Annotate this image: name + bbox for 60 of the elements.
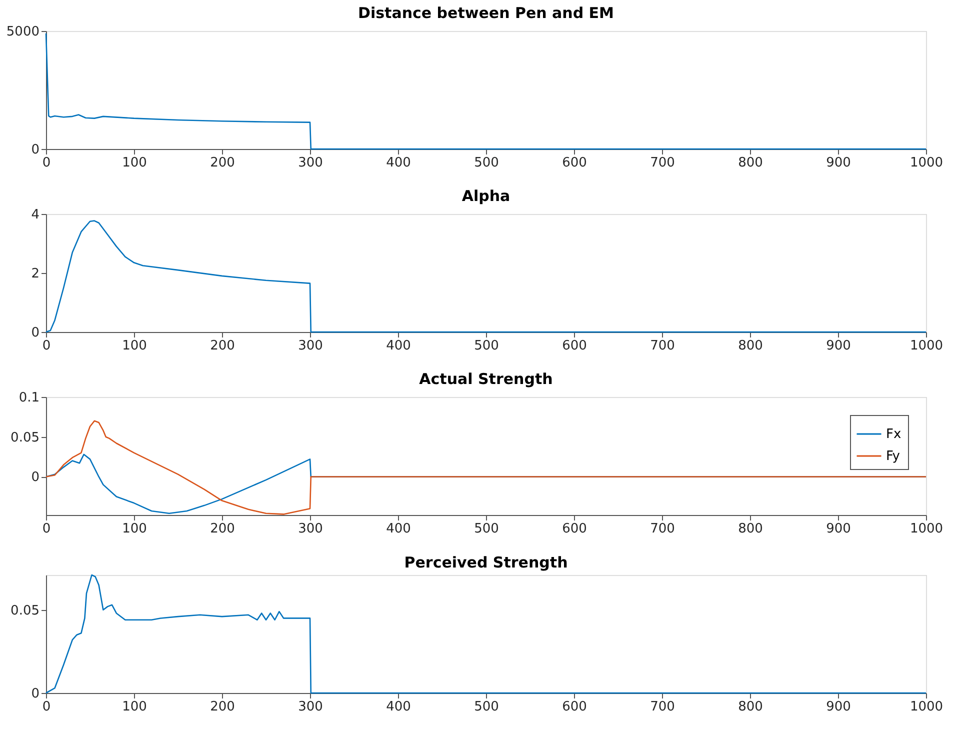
x-tick-label: 400 <box>386 522 411 536</box>
x-tick-label: 0 <box>42 338 51 354</box>
x-tick-label: 1000 <box>910 156 944 170</box>
y-tick-label: 5000 <box>6 24 40 40</box>
x-tick-label: 100 <box>122 700 147 714</box>
x-tick-label: 800 <box>738 338 763 354</box>
x-tick-label: 200 <box>210 700 235 714</box>
x-tick-label: 600 <box>562 338 587 354</box>
x-tick-label: 300 <box>298 700 323 714</box>
x-tick-label: 800 <box>738 700 763 714</box>
x-tick-label: 300 <box>298 338 323 354</box>
x-tick-label: 700 <box>650 700 675 714</box>
x-tick-label: 400 <box>386 338 411 354</box>
legend-label: Fx <box>886 427 902 442</box>
chart-title: Distance between Pen and EM <box>358 4 614 22</box>
legend-label: Fy <box>886 449 900 464</box>
x-tick-label: 900 <box>826 338 851 354</box>
y-tick-label: 2 <box>31 266 40 282</box>
x-tick-label: 1000 <box>910 700 944 714</box>
y-tick-label: 0 <box>31 470 40 486</box>
x-tick-label: 100 <box>122 522 147 536</box>
y-tick-label: 0 <box>31 686 40 702</box>
x-tick-label: 1000 <box>910 522 944 536</box>
x-tick-label: 400 <box>386 156 411 170</box>
x-tick-label: 700 <box>650 522 675 536</box>
x-tick-label: 0 <box>42 700 51 714</box>
x-tick-label: 500 <box>474 522 499 536</box>
x-tick-label: 300 <box>298 522 323 536</box>
y-tick-label: 0.05 <box>10 603 40 618</box>
y-tick-label: 0 <box>31 142 40 158</box>
x-tick-label: 900 <box>826 522 851 536</box>
x-tick-label: 400 <box>386 700 411 714</box>
x-tick-label: 800 <box>738 156 763 170</box>
x-tick-label: 600 <box>562 156 587 170</box>
x-tick-label: 0 <box>42 522 51 536</box>
x-tick-label: 500 <box>474 338 499 354</box>
x-tick-label: 900 <box>826 700 851 714</box>
chart-title: Perceived Strength <box>404 553 568 572</box>
x-tick-label: 700 <box>650 338 675 354</box>
x-tick-label: 200 <box>210 522 235 536</box>
x-tick-label: 1000 <box>910 338 944 354</box>
y-tick-label: 0 <box>31 326 40 340</box>
x-tick-label: 700 <box>650 156 675 170</box>
x-tick-label: 100 <box>122 338 147 354</box>
x-tick-label: 300 <box>298 156 323 170</box>
x-tick-label: 100 <box>122 156 147 170</box>
x-tick-label: 900 <box>826 156 851 170</box>
y-tick-label: 0.05 <box>10 430 40 446</box>
x-tick-label: 500 <box>474 156 499 170</box>
chart-title: Actual Strength <box>419 370 553 388</box>
x-tick-label: 200 <box>210 338 235 354</box>
x-tick-label: 800 <box>738 522 763 536</box>
x-tick-label: 600 <box>562 700 587 714</box>
y-tick-label: 0.1 <box>18 390 40 406</box>
x-tick-label: 600 <box>562 522 587 536</box>
x-tick-label: 500 <box>474 700 499 714</box>
y-tick-label: 4 <box>31 208 40 222</box>
chart-title: Alpha <box>462 187 510 205</box>
x-tick-label: 200 <box>210 156 235 170</box>
x-tick-label: 0 <box>42 156 51 170</box>
